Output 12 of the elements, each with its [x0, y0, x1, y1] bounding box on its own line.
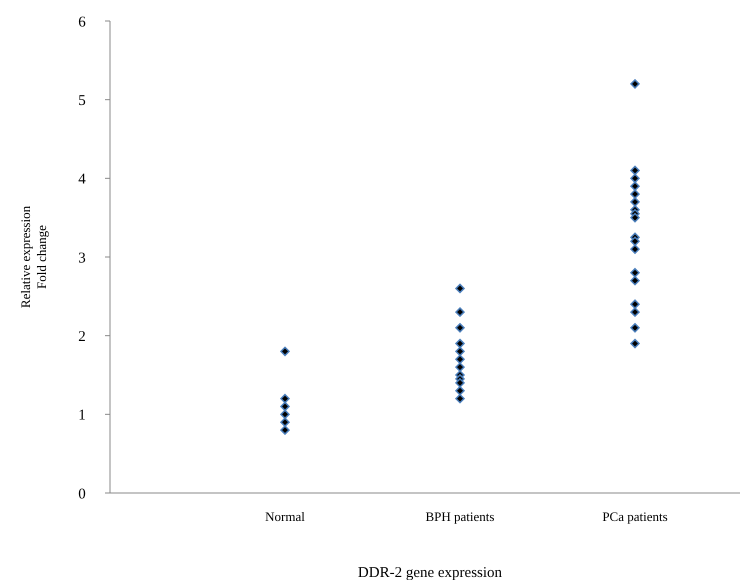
x-tick-label: PCa patients — [602, 509, 668, 524]
y-tick-label: 6 — [78, 14, 86, 30]
x-tick-label: Normal — [265, 509, 306, 524]
y-axis-title: Relative expression Fold change — [18, 205, 49, 308]
x-axis-title: DDR-2 gene expression — [358, 565, 503, 581]
y-tick-label: 1 — [78, 408, 86, 424]
y-tick-label: 4 — [78, 172, 86, 188]
y-tick-label: 3 — [78, 250, 86, 266]
x-tick-label: BPH patients — [426, 509, 494, 524]
y-tick-label: 0 — [78, 486, 86, 502]
y-tick-label: 5 — [78, 92, 86, 109]
y-tick-label: 2 — [78, 328, 86, 345]
